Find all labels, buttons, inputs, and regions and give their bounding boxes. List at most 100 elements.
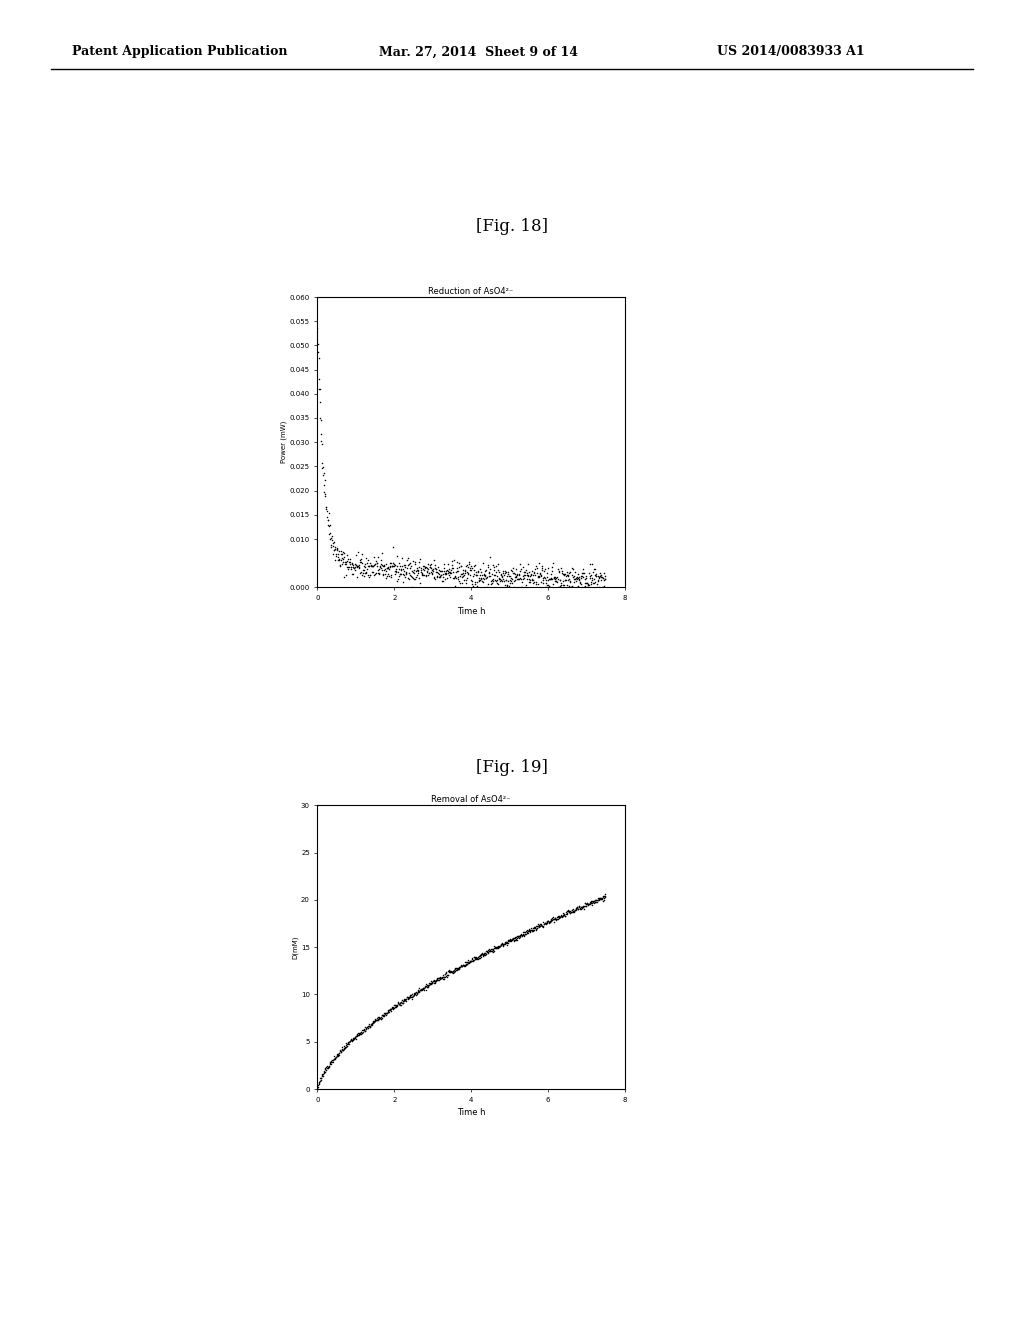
Point bbox=[428, 558, 444, 579]
Point bbox=[506, 562, 522, 583]
Point bbox=[541, 576, 557, 597]
Point bbox=[579, 568, 595, 589]
Point bbox=[342, 558, 358, 579]
Point bbox=[486, 564, 503, 585]
Point bbox=[469, 576, 485, 597]
Point bbox=[383, 998, 399, 1019]
Point bbox=[522, 569, 539, 590]
Point bbox=[349, 1024, 366, 1045]
Point bbox=[472, 561, 488, 582]
Point bbox=[351, 562, 368, 583]
Point bbox=[367, 1010, 383, 1031]
Point bbox=[425, 970, 441, 991]
Point bbox=[539, 566, 555, 587]
Point bbox=[325, 1051, 341, 1072]
Point bbox=[508, 928, 524, 949]
Point bbox=[536, 561, 552, 582]
Point bbox=[426, 549, 442, 570]
Point bbox=[519, 562, 536, 583]
Point bbox=[422, 557, 438, 578]
Point bbox=[580, 894, 596, 915]
Point bbox=[415, 977, 431, 998]
Point bbox=[467, 572, 483, 593]
Point bbox=[421, 562, 437, 583]
X-axis label: Time h: Time h bbox=[457, 607, 485, 615]
Point bbox=[450, 957, 466, 978]
Point bbox=[354, 544, 371, 565]
Point bbox=[343, 1028, 359, 1049]
Point bbox=[373, 549, 389, 570]
Point bbox=[537, 912, 553, 933]
Point bbox=[561, 902, 578, 923]
Point bbox=[556, 906, 572, 927]
Point bbox=[489, 560, 506, 581]
Point bbox=[490, 937, 507, 958]
Point bbox=[583, 892, 599, 913]
Point bbox=[541, 909, 557, 931]
Point bbox=[589, 577, 605, 598]
Point bbox=[515, 564, 531, 585]
Point bbox=[389, 991, 406, 1012]
Point bbox=[418, 566, 434, 587]
Point bbox=[490, 936, 507, 957]
Point bbox=[455, 562, 471, 583]
Point bbox=[444, 557, 461, 578]
Point bbox=[413, 979, 429, 1001]
Point bbox=[443, 560, 460, 581]
Point bbox=[359, 1018, 376, 1039]
Point bbox=[440, 965, 457, 986]
Point bbox=[459, 953, 475, 974]
Point bbox=[387, 564, 403, 585]
Point bbox=[450, 557, 466, 578]
Point bbox=[543, 564, 559, 585]
Point bbox=[558, 904, 574, 925]
Point bbox=[322, 528, 338, 549]
Point bbox=[509, 568, 525, 589]
Point bbox=[482, 570, 499, 591]
Point bbox=[597, 883, 613, 904]
Point bbox=[482, 558, 499, 579]
Point bbox=[574, 566, 591, 587]
Point bbox=[425, 972, 441, 993]
Point bbox=[559, 564, 575, 585]
Point bbox=[591, 566, 607, 587]
Point bbox=[381, 565, 397, 586]
Point bbox=[455, 954, 471, 975]
Point bbox=[469, 948, 485, 969]
Point bbox=[558, 570, 574, 591]
Point bbox=[330, 1044, 346, 1065]
Point bbox=[503, 570, 519, 591]
Point bbox=[410, 564, 426, 585]
Point bbox=[488, 570, 505, 591]
Point bbox=[389, 995, 406, 1016]
Point bbox=[591, 887, 607, 908]
Point bbox=[370, 562, 386, 583]
Point bbox=[368, 1008, 384, 1030]
Point bbox=[311, 379, 328, 400]
Point bbox=[442, 562, 459, 583]
Point bbox=[490, 561, 507, 582]
Point bbox=[353, 1022, 370, 1043]
Point bbox=[380, 999, 396, 1020]
Point bbox=[397, 990, 414, 1011]
Point bbox=[501, 561, 517, 582]
Point bbox=[393, 993, 410, 1014]
Point bbox=[450, 566, 466, 587]
Point bbox=[501, 929, 517, 950]
Point bbox=[424, 562, 440, 583]
Point bbox=[336, 1039, 352, 1060]
Point bbox=[366, 546, 382, 568]
Point bbox=[332, 554, 348, 576]
Point bbox=[596, 569, 612, 590]
Point bbox=[460, 562, 476, 583]
Point bbox=[357, 1020, 374, 1041]
Point bbox=[355, 560, 372, 581]
Point bbox=[589, 890, 605, 911]
Point bbox=[345, 1028, 361, 1049]
Point bbox=[489, 936, 506, 957]
Point bbox=[341, 552, 357, 573]
Point bbox=[366, 1011, 382, 1032]
Point bbox=[358, 548, 375, 569]
Point bbox=[340, 548, 356, 569]
Point bbox=[586, 891, 602, 912]
